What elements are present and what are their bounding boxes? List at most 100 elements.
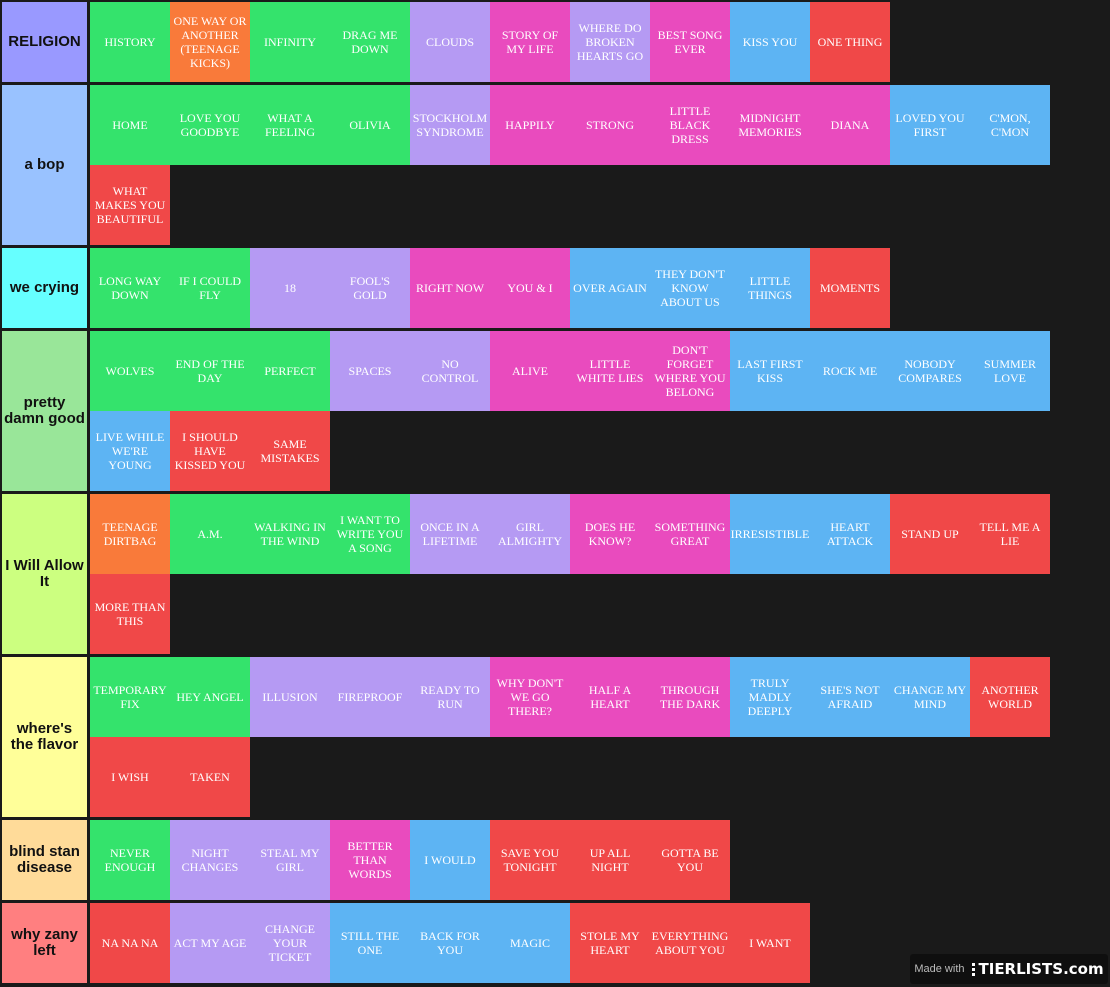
song-tile[interactable]: FOOL'S GOLD	[330, 248, 410, 328]
song-tile[interactable]: NO CONTROL	[410, 331, 490, 411]
song-tile[interactable]: TEMPORARY FIX	[90, 657, 170, 737]
song-tile[interactable]: CLOUDS	[410, 2, 490, 82]
song-tile[interactable]: 18	[250, 248, 330, 328]
song-tile[interactable]: LOVED YOU FIRST	[890, 85, 970, 165]
song-tile[interactable]: HALF A HEART	[570, 657, 650, 737]
tier-label[interactable]: why zany left	[2, 903, 87, 983]
song-tile[interactable]: GOTTA BE YOU	[650, 820, 730, 900]
song-tile[interactable]: NEVER ENOUGH	[90, 820, 170, 900]
song-tile[interactable]: LIVE WHILE WE'RE YOUNG	[90, 411, 170, 491]
song-tile[interactable]: NOBODY COMPARES	[890, 331, 970, 411]
song-tile[interactable]: WALKING IN THE WIND	[250, 494, 330, 574]
song-tile[interactable]: RIGHT NOW	[410, 248, 490, 328]
song-tile[interactable]: UP ALL NIGHT	[570, 820, 650, 900]
song-tile[interactable]: HAPPILY	[490, 85, 570, 165]
song-tile[interactable]: LAST FIRST KISS	[730, 331, 810, 411]
song-tile[interactable]: I WANT	[730, 903, 810, 983]
tier-label[interactable]: blind stan disease	[2, 820, 87, 900]
song-tile[interactable]: DRAG ME DOWN	[330, 2, 410, 82]
song-tile[interactable]: LOVE YOU GOODBYE	[170, 85, 250, 165]
tier-label[interactable]: I Will Allow It	[2, 494, 87, 654]
song-tile[interactable]: NA NA NA	[90, 903, 170, 983]
song-tile[interactable]: HOME	[90, 85, 170, 165]
song-tile[interactable]: STOLE MY HEART	[570, 903, 650, 983]
song-tile[interactable]: HISTORY	[90, 2, 170, 82]
tier-label[interactable]: where's the flavor	[2, 657, 87, 817]
song-tile[interactable]: DON'T FORGET WHERE YOU BELONG	[650, 331, 730, 411]
song-tile[interactable]: WHERE DO BROKEN HEARTS GO	[570, 2, 650, 82]
song-tile[interactable]: ILLUSION	[250, 657, 330, 737]
song-tile[interactable]: I WISH	[90, 737, 170, 817]
song-tile[interactable]: MAGIC	[490, 903, 570, 983]
song-tile[interactable]: YOU & I	[490, 248, 570, 328]
song-tile[interactable]: LITTLE WHITE LIES	[570, 331, 650, 411]
song-tile[interactable]: SAME MISTAKES	[250, 411, 330, 491]
song-tile[interactable]: HEART ATTACK	[810, 494, 890, 574]
song-tile[interactable]: TRULY MADLY DEEPLY	[730, 657, 810, 737]
song-tile[interactable]: I WOULD	[410, 820, 490, 900]
song-tile[interactable]: ONE WAY OR ANOTHER (TEENAGE KICKS)	[170, 2, 250, 82]
song-tile[interactable]: SUMMER LOVE	[970, 331, 1050, 411]
song-tile[interactable]: STRONG	[570, 85, 650, 165]
song-tile[interactable]: MOMENTS	[810, 248, 890, 328]
song-tile[interactable]: ONCE IN A LIFETIME	[410, 494, 490, 574]
song-tile[interactable]: THEY DON'T KNOW ABOUT US	[650, 248, 730, 328]
song-tile[interactable]: LITTLE THINGS	[730, 248, 810, 328]
song-tile[interactable]: C'MON, C'MON	[970, 85, 1050, 165]
song-tile[interactable]: SHE'S NOT AFRAID	[810, 657, 890, 737]
song-tile[interactable]: BACK FOR YOU	[410, 903, 490, 983]
song-tile[interactable]: EVERYTHING ABOUT YOU	[650, 903, 730, 983]
song-tile[interactable]: PERFECT	[250, 331, 330, 411]
song-tile[interactable]: WHAT MAKES YOU BEAUTIFUL	[90, 165, 170, 245]
song-tile[interactable]: END OF THE DAY	[170, 331, 250, 411]
song-tile[interactable]: A.M.	[170, 494, 250, 574]
song-tile[interactable]: WOLVES	[90, 331, 170, 411]
song-tile[interactable]: ROCK ME	[810, 331, 890, 411]
tier-label[interactable]: pretty damn good	[2, 331, 87, 491]
song-tile[interactable]: LITTLE BLACK DRESS	[650, 85, 730, 165]
song-tile[interactable]: IF I COULD FLY	[170, 248, 250, 328]
tier-label[interactable]: a bop	[2, 85, 87, 245]
song-tile[interactable]: HEY ANGEL	[170, 657, 250, 737]
song-tile[interactable]: STILL THE ONE	[330, 903, 410, 983]
song-tile[interactable]: NIGHT CHANGES	[170, 820, 250, 900]
song-tile[interactable]: LONG WAY DOWN	[90, 248, 170, 328]
song-tile[interactable]: CHANGE YOUR TICKET	[250, 903, 330, 983]
song-tile[interactable]: FIREPROOF	[330, 657, 410, 737]
song-tile[interactable]: ALIVE	[490, 331, 570, 411]
song-tile[interactable]: STOCKHOLM SYNDROME	[410, 85, 490, 165]
tier-label[interactable]: we crying	[2, 248, 87, 328]
song-tile[interactable]: BEST SONG EVER	[650, 2, 730, 82]
song-tile[interactable]: CHANGE MY MIND	[890, 657, 970, 737]
song-tile[interactable]: DOES HE KNOW?	[570, 494, 650, 574]
song-tile[interactable]: SOMETHING GREAT	[650, 494, 730, 574]
song-tile[interactable]: ANOTHER WORLD	[970, 657, 1050, 737]
song-tile[interactable]: TEENAGE DIRTBAG	[90, 494, 170, 574]
song-tile[interactable]: WHY DON'T WE GO THERE?	[490, 657, 570, 737]
song-tile[interactable]: TELL ME A LIE	[970, 494, 1050, 574]
song-tile[interactable]: TAKEN	[170, 737, 250, 817]
song-tile[interactable]: OLIVIA	[330, 85, 410, 165]
song-tile[interactable]: READY TO RUN	[410, 657, 490, 737]
song-tile[interactable]: MORE THAN THIS	[90, 574, 170, 654]
song-tile[interactable]: WHAT A FEELING	[250, 85, 330, 165]
song-tile[interactable]: I SHOULD HAVE KISSED YOU	[170, 411, 250, 491]
song-tile[interactable]: INFINITY	[250, 2, 330, 82]
song-tile[interactable]: MIDNIGHT MEMORIES	[730, 85, 810, 165]
tier-label[interactable]: RELIGION	[2, 2, 87, 82]
song-tile[interactable]: STAND UP	[890, 494, 970, 574]
song-tile[interactable]: STORY OF MY LIFE	[490, 2, 570, 82]
song-tile[interactable]: GIRL ALMIGHTY	[490, 494, 570, 574]
song-tile[interactable]: OVER AGAIN	[570, 248, 650, 328]
song-tile[interactable]: ONE THING	[810, 2, 890, 82]
song-tile[interactable]: THROUGH THE DARK	[650, 657, 730, 737]
song-tile[interactable]: I WANT TO WRITE YOU A SONG	[330, 494, 410, 574]
song-tile[interactable]: SAVE YOU TONIGHT	[490, 820, 570, 900]
song-tile[interactable]: DIANA	[810, 85, 890, 165]
song-tile[interactable]: IRRESISTIBLE	[730, 494, 810, 574]
made-with-watermark[interactable]: Made with TIERLISTS.com	[910, 954, 1108, 984]
song-tile[interactable]: KISS YOU	[730, 2, 810, 82]
song-tile[interactable]: ACT MY AGE	[170, 903, 250, 983]
song-tile[interactable]: SPACES	[330, 331, 410, 411]
song-tile[interactable]: STEAL MY GIRL	[250, 820, 330, 900]
